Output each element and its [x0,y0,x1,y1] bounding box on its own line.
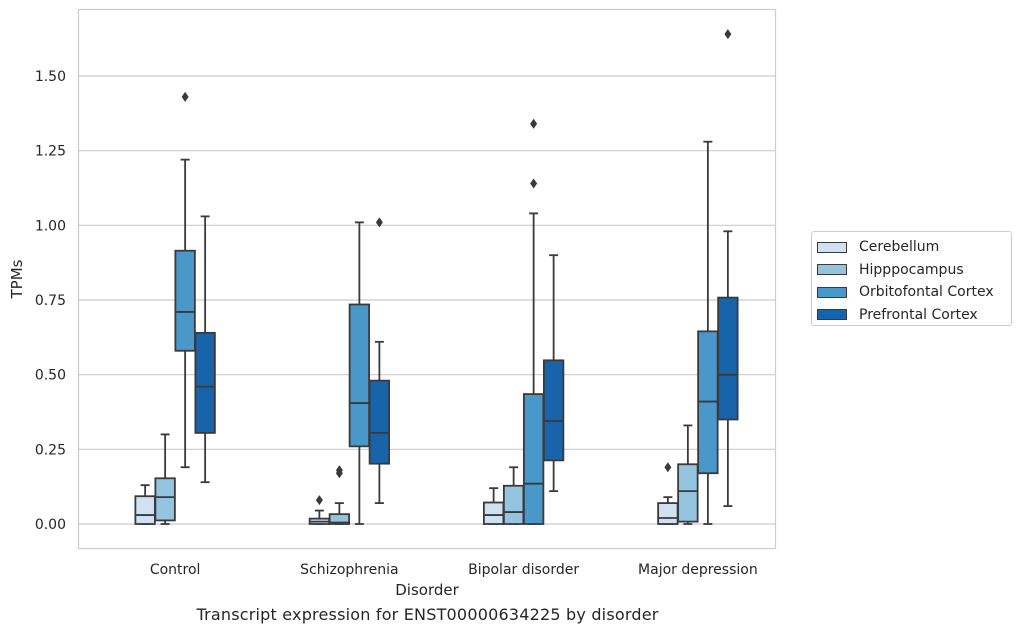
box-body [717,296,739,421]
box-hipppocampus-2 [502,466,525,525]
x-axis-label: Disorder [395,581,459,599]
box-body [502,484,525,525]
box-prefrontal-cortex-1 [368,217,391,504]
box-hipppocampus-0 [154,433,176,525]
legend-item: Prefrontal Cortex [817,304,1011,327]
legend-label: Cerebellum [859,239,940,256]
outlier-point [530,178,538,189]
box-prefrontal-cortex-2 [542,254,565,493]
box-cerebellum-1 [308,495,331,525]
legend-item: Orbitofontal Cortex [817,281,1011,304]
box-hipppocampus-3 [677,424,699,525]
box-orbitofontal-cortex-0 [174,91,196,469]
box-body [368,379,391,465]
legend-item: Cerebellum [817,236,1011,259]
plot-frame [77,8,777,550]
x-tick-label: Bipolar disorder [468,562,579,578]
y-tick-label: 0.75 [35,293,66,309]
box-orbitofontal-cortex-2 [522,118,545,525]
box-body [328,513,351,525]
y-tick-label: 1.50 [35,69,66,85]
legend-label: Orbitofontal Cortex [859,284,994,301]
y-tick-label: 1.25 [35,144,66,160]
legend: Cerebellum Hipppocampus Orbitofontal Corte… [811,231,1012,326]
box-cerebellum-2 [482,487,505,525]
chart-caption: Transcript expression for ENST0000063422… [196,605,659,624]
y-tick-label: 0.50 [35,368,66,384]
box-body [542,359,565,462]
outlier-point [335,465,343,476]
outlier-point [181,91,189,102]
y-tick-label: 0.25 [35,442,66,458]
box-body [348,303,371,448]
x-tick-label: Control [150,562,201,578]
box-orbitofontal-cortex-3 [697,140,719,525]
legend-swatch [817,241,847,253]
legend-label: Prefrontal Cortex [859,306,978,323]
x-axis-ticks: Control Schizophrenia Bipolar disorder Majo… [150,562,758,578]
outlier-point [530,118,538,129]
legend-swatch [817,264,847,276]
box-prefrontal-cortex-0 [194,215,216,484]
box-prefrontal-cortex-3 [717,29,739,507]
box-body [677,463,699,523]
y-tick-label: 0.00 [35,517,66,533]
box-body [134,495,156,525]
box-body [482,501,505,525]
y-tick-label: 1.00 [35,218,66,234]
legend-swatch [817,309,847,321]
outlier-point [724,29,732,40]
legend-item: Hipppocampus [817,259,1011,282]
legend-swatch [817,286,847,298]
box-orbitofontal-cortex-1 [348,221,371,525]
outlier-point [315,495,323,506]
box-hipppocampus-1 [328,465,351,525]
x-tick-label: Major depression [638,562,758,578]
y-axis-ticks: 0.00 0.25 0.50 0.75 1.00 1.25 1.50 [35,69,66,533]
outlier-point [664,462,672,473]
x-tick-label: Schizophrenia [300,562,398,578]
box-body [194,331,216,434]
box-cerebellum-0 [134,484,156,525]
y-axis-label: TPMs [8,259,26,299]
box-cerebellum-3 [657,462,679,525]
box-body [657,502,679,525]
outlier-point [375,217,383,228]
box-series [134,29,739,525]
box-body [154,477,176,522]
box-body [174,249,196,352]
box-body [522,393,545,525]
legend-label: Hipppocampus [859,261,964,278]
